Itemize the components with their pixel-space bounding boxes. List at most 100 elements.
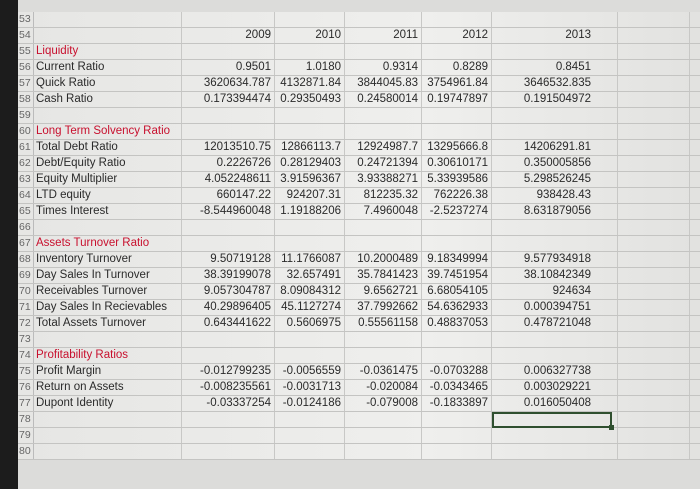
value-cell[interactable]: 3844045.83	[345, 76, 422, 91]
selected-cell[interactable]	[492, 412, 614, 430]
value-cell[interactable]: 13295666.8	[422, 140, 492, 155]
empty-cell[interactable]	[618, 428, 690, 443]
value-cell[interactable]: 9.50719128	[182, 252, 275, 267]
row-number[interactable]: 62	[18, 156, 34, 171]
year-header-cell[interactable]: 2012	[422, 28, 492, 43]
value-cell[interactable]: 0.2226726	[182, 156, 275, 171]
value-cell[interactable]: 37.7992662	[345, 300, 422, 315]
empty-cell[interactable]	[618, 188, 690, 203]
empty-cell[interactable]	[618, 380, 690, 395]
section-heading[interactable]: Long Term Solvency Ratio	[34, 124, 182, 139]
empty-cell[interactable]	[492, 12, 618, 27]
row-label[interactable]: Total Debt Ratio	[34, 140, 182, 155]
empty-cell[interactable]	[182, 348, 275, 363]
row-label[interactable]	[34, 220, 182, 235]
value-cell[interactable]: 40.29896405	[182, 300, 275, 315]
row-number[interactable]: 79	[18, 428, 34, 443]
value-cell[interactable]: 0.28129403	[275, 156, 345, 171]
empty-cell[interactable]	[618, 76, 690, 91]
value-cell[interactable]: -0.1833897	[422, 396, 492, 411]
value-cell[interactable]: 0.5606975	[275, 316, 345, 331]
value-cell[interactable]: 6.68054105	[422, 284, 492, 299]
value-cell[interactable]: 924207.31	[275, 188, 345, 203]
empty-cell[interactable]	[345, 332, 422, 347]
value-cell[interactable]: 9.18349994	[422, 252, 492, 267]
empty-cell[interactable]	[618, 284, 690, 299]
empty-cell[interactable]	[492, 332, 618, 347]
empty-cell[interactable]	[275, 44, 345, 59]
row-number[interactable]: 66	[18, 220, 34, 235]
value-cell[interactable]: 9.057304787	[182, 284, 275, 299]
empty-cell[interactable]	[182, 220, 275, 235]
empty-cell[interactable]	[492, 108, 618, 123]
value-cell[interactable]: -0.03337254	[182, 396, 275, 411]
row-number[interactable]: 55	[18, 44, 34, 59]
year-header-cell[interactable]: 2013	[492, 28, 618, 43]
value-cell[interactable]: 0.8451	[492, 60, 618, 75]
row-label[interactable]	[34, 428, 182, 443]
row-number[interactable]: 58	[18, 92, 34, 107]
year-header-cell[interactable]: 2009	[182, 28, 275, 43]
empty-cell[interactable]	[618, 396, 690, 411]
value-cell[interactable]: 1.19188206	[275, 204, 345, 219]
empty-cell[interactable]	[275, 332, 345, 347]
value-cell[interactable]: 3754961.84	[422, 76, 492, 91]
section-heading[interactable]: Profitability Ratios	[34, 348, 182, 363]
value-cell[interactable]: 8.631879056	[492, 204, 618, 219]
value-cell[interactable]: 0.643441622	[182, 316, 275, 331]
empty-cell[interactable]	[275, 108, 345, 123]
empty-cell[interactable]	[492, 220, 618, 235]
empty-cell[interactable]	[618, 12, 690, 27]
row-number[interactable]: 73	[18, 332, 34, 347]
row-label[interactable]: Dupont Identity	[34, 396, 182, 411]
row-label[interactable]: Quick Ratio	[34, 76, 182, 91]
value-cell[interactable]: 938428.43	[492, 188, 618, 203]
empty-cell[interactable]	[422, 12, 492, 27]
value-cell[interactable]: 3646532.835	[492, 76, 618, 91]
row-label[interactable]	[34, 12, 182, 27]
value-cell[interactable]: 0.9314	[345, 60, 422, 75]
row-label[interactable]: Total Assets Turnover	[34, 316, 182, 331]
empty-cell[interactable]	[182, 412, 275, 427]
value-cell[interactable]: 4.052248611	[182, 172, 275, 187]
row-label[interactable]	[34, 412, 182, 427]
empty-cell[interactable]	[618, 300, 690, 315]
value-cell[interactable]: 3.93388271	[345, 172, 422, 187]
value-cell[interactable]: 45.1127274	[275, 300, 345, 315]
section-heading[interactable]: Liquidity	[34, 44, 182, 59]
value-cell[interactable]: 812235.32	[345, 188, 422, 203]
value-cell[interactable]: 3620634.787	[182, 76, 275, 91]
row-number[interactable]: 57	[18, 76, 34, 91]
row-number[interactable]: 60	[18, 124, 34, 139]
value-cell[interactable]: 0.006327738	[492, 364, 618, 379]
empty-cell[interactable]	[275, 412, 345, 427]
row-label[interactable]: Equity Multiplier	[34, 172, 182, 187]
empty-cell[interactable]	[618, 60, 690, 75]
row-number[interactable]: 67	[18, 236, 34, 251]
empty-cell[interactable]	[422, 236, 492, 251]
row-label[interactable]: Debt/Equity Ratio	[34, 156, 182, 171]
value-cell[interactable]: -0.0343465	[422, 380, 492, 395]
value-cell[interactable]: 3.91596367	[275, 172, 345, 187]
empty-cell[interactable]	[345, 44, 422, 59]
year-header-cell[interactable]: 2010	[275, 28, 345, 43]
row-label[interactable]	[34, 332, 182, 347]
value-cell[interactable]: 38.10842349	[492, 268, 618, 283]
row-label[interactable]: Cash Ratio	[34, 92, 182, 107]
empty-cell[interactable]	[182, 428, 275, 443]
value-cell[interactable]: 11.1766087	[275, 252, 345, 267]
value-cell[interactable]: 0.016050408	[492, 396, 618, 411]
value-cell[interactable]: 0.9501	[182, 60, 275, 75]
empty-cell[interactable]	[618, 28, 690, 43]
empty-cell[interactable]	[275, 12, 345, 27]
value-cell[interactable]: 0.24721394	[345, 156, 422, 171]
value-cell[interactable]: -0.0124186	[275, 396, 345, 411]
empty-cell[interactable]	[618, 108, 690, 123]
row-number[interactable]: 74	[18, 348, 34, 363]
row-label[interactable]	[34, 108, 182, 123]
row-label[interactable]: Day Sales In Turnover	[34, 268, 182, 283]
empty-cell[interactable]	[182, 332, 275, 347]
value-cell[interactable]: 10.2000489	[345, 252, 422, 267]
row-label[interactable]: Day Sales In Recievables	[34, 300, 182, 315]
value-cell[interactable]: 12013510.75	[182, 140, 275, 155]
